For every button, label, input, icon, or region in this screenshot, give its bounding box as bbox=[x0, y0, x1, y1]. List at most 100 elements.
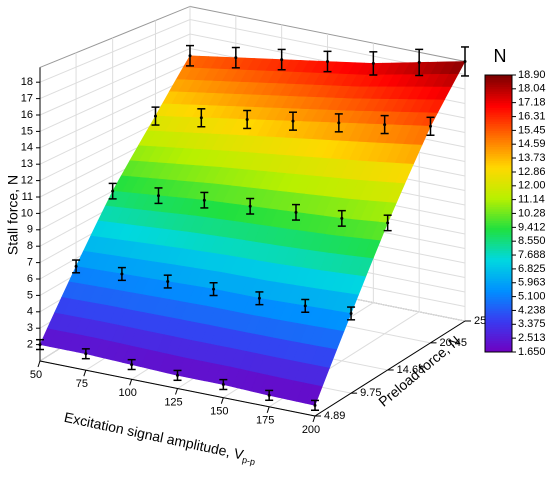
error-bar bbox=[323, 50, 332, 73]
colorbar-band bbox=[485, 303, 512, 307]
z-tick-label: 6 bbox=[27, 273, 33, 285]
data-point bbox=[212, 287, 216, 291]
error-bar bbox=[246, 197, 255, 215]
colorbar-band bbox=[485, 178, 512, 182]
colorbar-title: N bbox=[494, 46, 507, 66]
colorbar-band bbox=[485, 321, 512, 325]
colorbar-band bbox=[485, 312, 512, 316]
data-point bbox=[417, 60, 421, 64]
error-bar bbox=[334, 113, 343, 133]
colorbar-tick-label: 1.650 bbox=[518, 346, 546, 358]
colorbar-band bbox=[485, 294, 512, 298]
colorbar-band bbox=[485, 308, 512, 311]
z-tick-label: 8 bbox=[27, 240, 33, 252]
colorbar-band bbox=[485, 111, 512, 115]
colorbar-band bbox=[485, 331, 512, 335]
colorbar-tick-label: 7.688 bbox=[518, 249, 546, 261]
x-tick bbox=[37, 360, 41, 368]
colorbar-band bbox=[485, 84, 512, 88]
error-bar bbox=[255, 291, 264, 306]
colorbar-tick-label: 16.31 bbox=[518, 110, 546, 122]
colorbar-band bbox=[485, 231, 512, 235]
colorbar-band bbox=[485, 266, 512, 270]
colorbar-band bbox=[485, 213, 512, 217]
colorbar-band bbox=[485, 349, 512, 353]
data-point bbox=[111, 189, 115, 193]
data-point bbox=[257, 296, 261, 300]
colorbar-band bbox=[485, 301, 512, 305]
error-bar bbox=[243, 109, 252, 130]
colorbar-band bbox=[485, 100, 512, 104]
colorbar-band bbox=[485, 201, 512, 205]
error-bar bbox=[151, 106, 160, 126]
colorbar-band bbox=[485, 81, 512, 85]
colorbar-band bbox=[485, 208, 512, 212]
data-point bbox=[303, 304, 307, 308]
data-point bbox=[156, 194, 160, 198]
y-tick-label: 20.45 bbox=[439, 337, 467, 349]
colorbar-band bbox=[485, 153, 512, 157]
data-point bbox=[349, 311, 353, 315]
colorbar-band bbox=[485, 183, 512, 187]
error-bar bbox=[288, 111, 297, 131]
colorbar-band bbox=[485, 285, 512, 288]
error-bar bbox=[163, 274, 172, 289]
colorbar-band bbox=[485, 141, 512, 145]
colorbar-tick-label: 18.90 bbox=[518, 69, 546, 81]
colorbar-band bbox=[485, 125, 512, 129]
data-point bbox=[326, 60, 329, 63]
data-point bbox=[38, 343, 42, 347]
colorbar-band bbox=[485, 105, 512, 108]
colorbar-band bbox=[485, 195, 512, 198]
colorbar-band bbox=[485, 326, 512, 330]
error-bar bbox=[173, 369, 182, 382]
colorbar-band bbox=[485, 287, 512, 291]
colorbar-band bbox=[485, 296, 512, 300]
colorbar-band bbox=[485, 315, 512, 318]
colorbar-band bbox=[485, 151, 512, 154]
colorbar-band bbox=[485, 335, 512, 339]
colorbar-band bbox=[485, 114, 512, 118]
data-point bbox=[248, 204, 252, 208]
colorbar-tick-label: 8.550 bbox=[518, 235, 546, 247]
colorbar-band bbox=[485, 257, 512, 261]
data-point bbox=[428, 124, 432, 128]
colorbar-band bbox=[485, 128, 512, 131]
data-point bbox=[120, 272, 124, 276]
data-point bbox=[383, 123, 387, 127]
colorbar-band bbox=[485, 79, 512, 83]
colorbar-band bbox=[485, 130, 512, 134]
colorbar-band bbox=[485, 86, 512, 90]
data-point bbox=[130, 363, 134, 367]
data-point bbox=[294, 210, 298, 214]
data-point bbox=[313, 403, 317, 407]
colorbar-band bbox=[485, 88, 512, 92]
colorbar-tick-label: 18.04 bbox=[518, 83, 546, 95]
error-bar bbox=[231, 46, 240, 69]
colorbar-tick-label: 5.963 bbox=[518, 277, 546, 289]
error-bar bbox=[127, 358, 136, 371]
y-tick-label: 4.89 bbox=[324, 410, 345, 422]
data-point bbox=[371, 61, 375, 65]
colorbar-tick-label: 2.513 bbox=[518, 332, 546, 344]
colorbar-band bbox=[485, 146, 512, 150]
data-point bbox=[188, 54, 192, 58]
colorbar-band bbox=[485, 261, 512, 265]
colorbar-band bbox=[485, 116, 512, 120]
x-tick-label: 50 bbox=[30, 369, 42, 381]
z-tick-label: 15 bbox=[21, 125, 33, 137]
error-bar bbox=[277, 48, 286, 71]
error-bar bbox=[209, 282, 218, 297]
error-bar bbox=[311, 399, 319, 412]
colorbar-band bbox=[485, 77, 512, 81]
data-point bbox=[340, 216, 344, 220]
colorbar-band bbox=[485, 190, 512, 194]
colorbar-band bbox=[485, 291, 512, 295]
x-tick-label: 125 bbox=[164, 396, 182, 408]
colorbar-band bbox=[485, 155, 512, 159]
colorbar-band bbox=[485, 252, 512, 256]
colorbar-band bbox=[485, 310, 512, 314]
colorbar-band bbox=[485, 144, 512, 148]
colorbar-tick-label: 17.18 bbox=[518, 97, 546, 109]
x-tick-label: 200 bbox=[302, 424, 320, 436]
